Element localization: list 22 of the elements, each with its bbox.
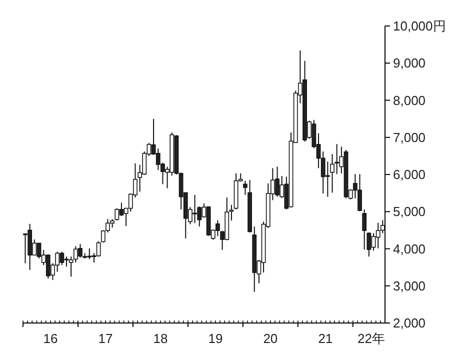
y-tick-label: 2,000 xyxy=(393,316,426,330)
y-tick-label: 10,000円 xyxy=(393,18,446,34)
y-tick-label: 5,000 xyxy=(393,204,426,220)
x-tick-label: 21 xyxy=(318,331,333,346)
candlestick xyxy=(243,180,248,196)
x-tick-label: 22年 xyxy=(358,331,385,346)
y-tick-label: 6,000 xyxy=(393,167,426,182)
candlestick xyxy=(229,204,234,222)
candlestick xyxy=(96,240,101,258)
x-tick-label: 17 xyxy=(98,331,113,346)
y-tick-label: 7,000 xyxy=(393,130,426,145)
x-tick-label: 20 xyxy=(263,331,278,346)
x-tick-label: 16 xyxy=(43,331,58,346)
y-tick-label: 8,000 xyxy=(393,92,426,108)
candlestick xyxy=(362,208,367,250)
candlestick xyxy=(325,161,330,198)
x-tick-label: 19 xyxy=(208,331,223,346)
y-tick-label: 3,000 xyxy=(393,278,426,294)
x-tick-label: 18 xyxy=(153,331,168,346)
y-tick-label: 9,000 xyxy=(393,56,426,71)
candlestick xyxy=(380,220,385,234)
y-tick-label: 4,000 xyxy=(393,241,426,256)
